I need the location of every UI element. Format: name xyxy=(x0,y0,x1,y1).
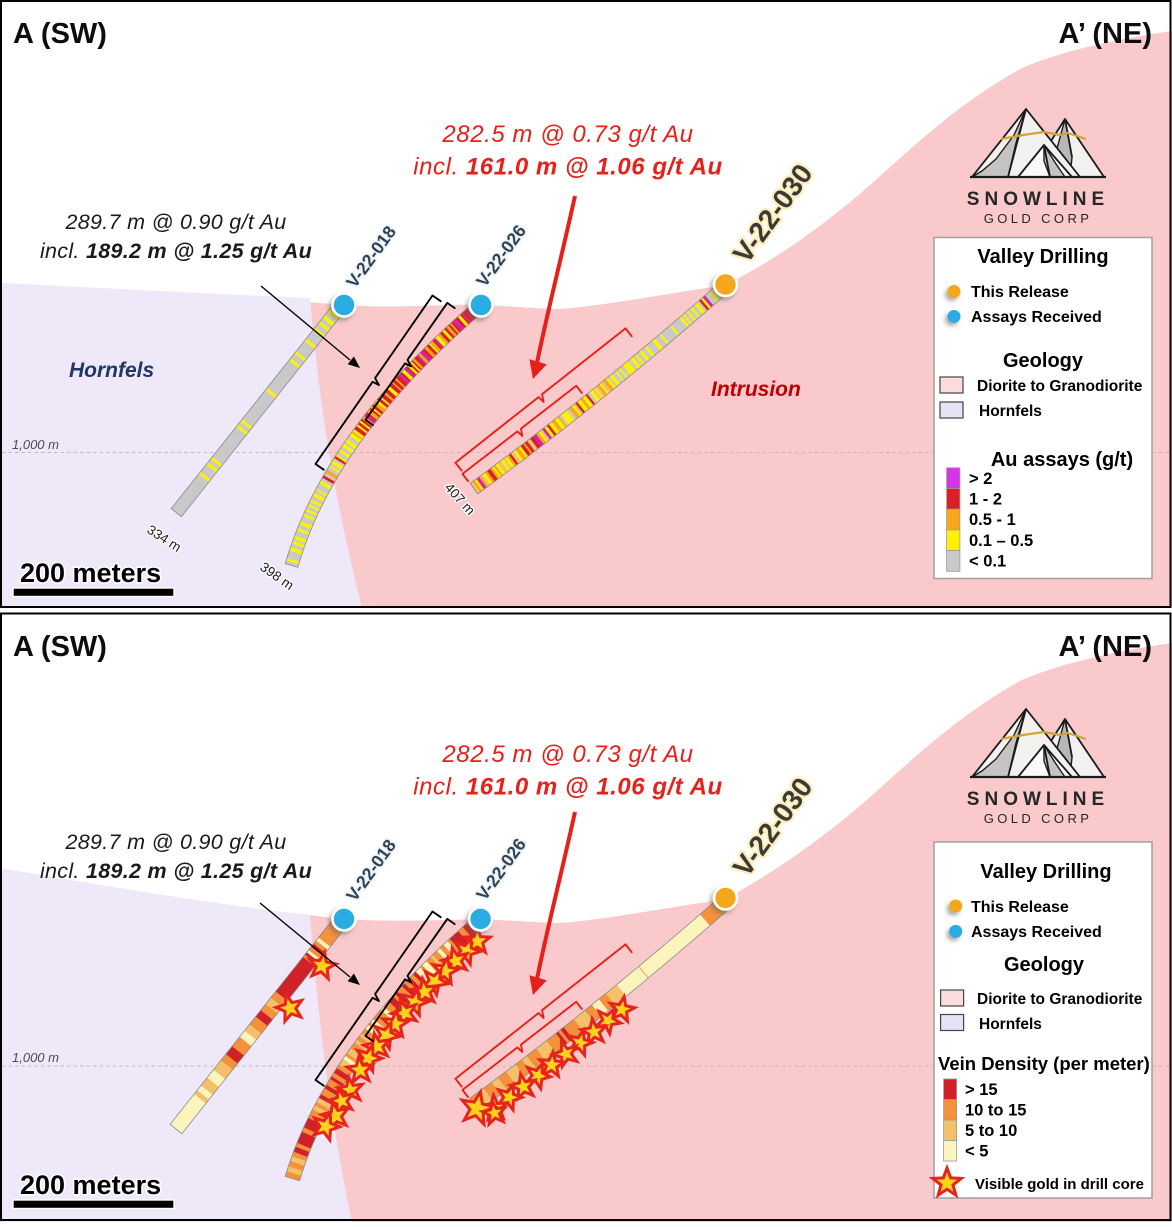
svg-text:< 5: < 5 xyxy=(965,1143,988,1161)
svg-text:Geology: Geology xyxy=(1003,350,1084,372)
svg-text:< 0.1: < 0.1 xyxy=(969,553,1006,571)
svg-text:incl. 189.2 m @ 1.25 g/t Au: incl. 189.2 m @ 1.25 g/t Au xyxy=(40,239,312,263)
svg-text:Assays Received: Assays Received xyxy=(971,309,1102,326)
svg-text:Valley Drilling: Valley Drilling xyxy=(980,861,1111,883)
svg-text:Assays Received: Assays Received xyxy=(971,924,1102,941)
svg-text:A (SW): A (SW) xyxy=(13,631,107,663)
svg-text:200 meters: 200 meters xyxy=(20,558,161,588)
svg-text:Vein Density (per meter): Vein Density (per meter) xyxy=(938,1053,1150,1074)
svg-text:0.5 - 1: 0.5 - 1 xyxy=(969,511,1016,529)
svg-text:incl. 189.2 m @ 1.25 g/t Au: incl. 189.2 m @ 1.25 g/t Au xyxy=(40,859,312,883)
svg-text:This Release: This Release xyxy=(971,899,1069,916)
svg-text:A’ (NE): A’ (NE) xyxy=(1059,631,1152,663)
svg-text:A’ (NE): A’ (NE) xyxy=(1059,18,1152,50)
svg-text:Diorite to Granodiorite: Diorite to Granodiorite xyxy=(977,378,1143,395)
svg-text:282.5 m @ 0.73 g/t Au: 282.5 m @ 0.73 g/t Au xyxy=(441,741,693,768)
svg-text:A (SW): A (SW) xyxy=(13,18,107,50)
svg-text:Hornfels: Hornfels xyxy=(69,359,154,382)
svg-text:1,000 m: 1,000 m xyxy=(12,437,59,452)
svg-text:Intrusion: Intrusion xyxy=(711,378,801,401)
svg-text:Visible gold in drill core: Visible gold in drill core xyxy=(975,1176,1144,1193)
svg-text:1,000 m: 1,000 m xyxy=(12,1050,59,1065)
svg-text:289.7 m @ 0.90 g/t Au: 289.7 m @ 0.90 g/t Au xyxy=(65,210,287,234)
svg-text:282.5 m @ 0.73 g/t Au: 282.5 m @ 0.73 g/t Au xyxy=(441,121,693,148)
svg-text:Hornfels: Hornfels xyxy=(979,1016,1042,1033)
svg-text:SNOWLINE: SNOWLINE xyxy=(967,789,1109,810)
svg-text:200 meters: 200 meters xyxy=(20,1170,161,1200)
svg-text:> 2: > 2 xyxy=(969,470,992,488)
svg-text:Hornfels: Hornfels xyxy=(979,403,1042,420)
svg-text:Geology: Geology xyxy=(1004,954,1085,976)
svg-text:Diorite to Granodiorite: Diorite to Granodiorite xyxy=(977,991,1143,1008)
svg-text:GOLD CORP: GOLD CORP xyxy=(984,211,1093,226)
svg-text:Valley Drilling: Valley Drilling xyxy=(977,246,1108,268)
svg-text:0.1 – 0.5: 0.1 – 0.5 xyxy=(969,532,1033,550)
svg-text:GOLD CORP: GOLD CORP xyxy=(984,811,1093,826)
svg-text:SNOWLINE: SNOWLINE xyxy=(967,189,1109,210)
svg-text:Au assays (g/t): Au assays (g/t) xyxy=(991,449,1133,471)
svg-text:10 to 15: 10 to 15 xyxy=(965,1102,1026,1120)
svg-text:incl. 161.0 m @ 1.06 g/t Au: incl. 161.0 m @ 1.06 g/t Au xyxy=(413,774,722,801)
svg-text:> 15: > 15 xyxy=(965,1081,998,1099)
svg-text:This Release: This Release xyxy=(971,284,1069,301)
svg-text:5 to 10: 5 to 10 xyxy=(965,1122,1017,1140)
svg-text:1 - 2: 1 - 2 xyxy=(969,491,1002,509)
svg-text:289.7 m @ 0.90 g/t Au: 289.7 m @ 0.90 g/t Au xyxy=(65,830,287,854)
svg-text:incl. 161.0 m @ 1.06 g/t Au: incl. 161.0 m @ 1.06 g/t Au xyxy=(413,154,722,181)
